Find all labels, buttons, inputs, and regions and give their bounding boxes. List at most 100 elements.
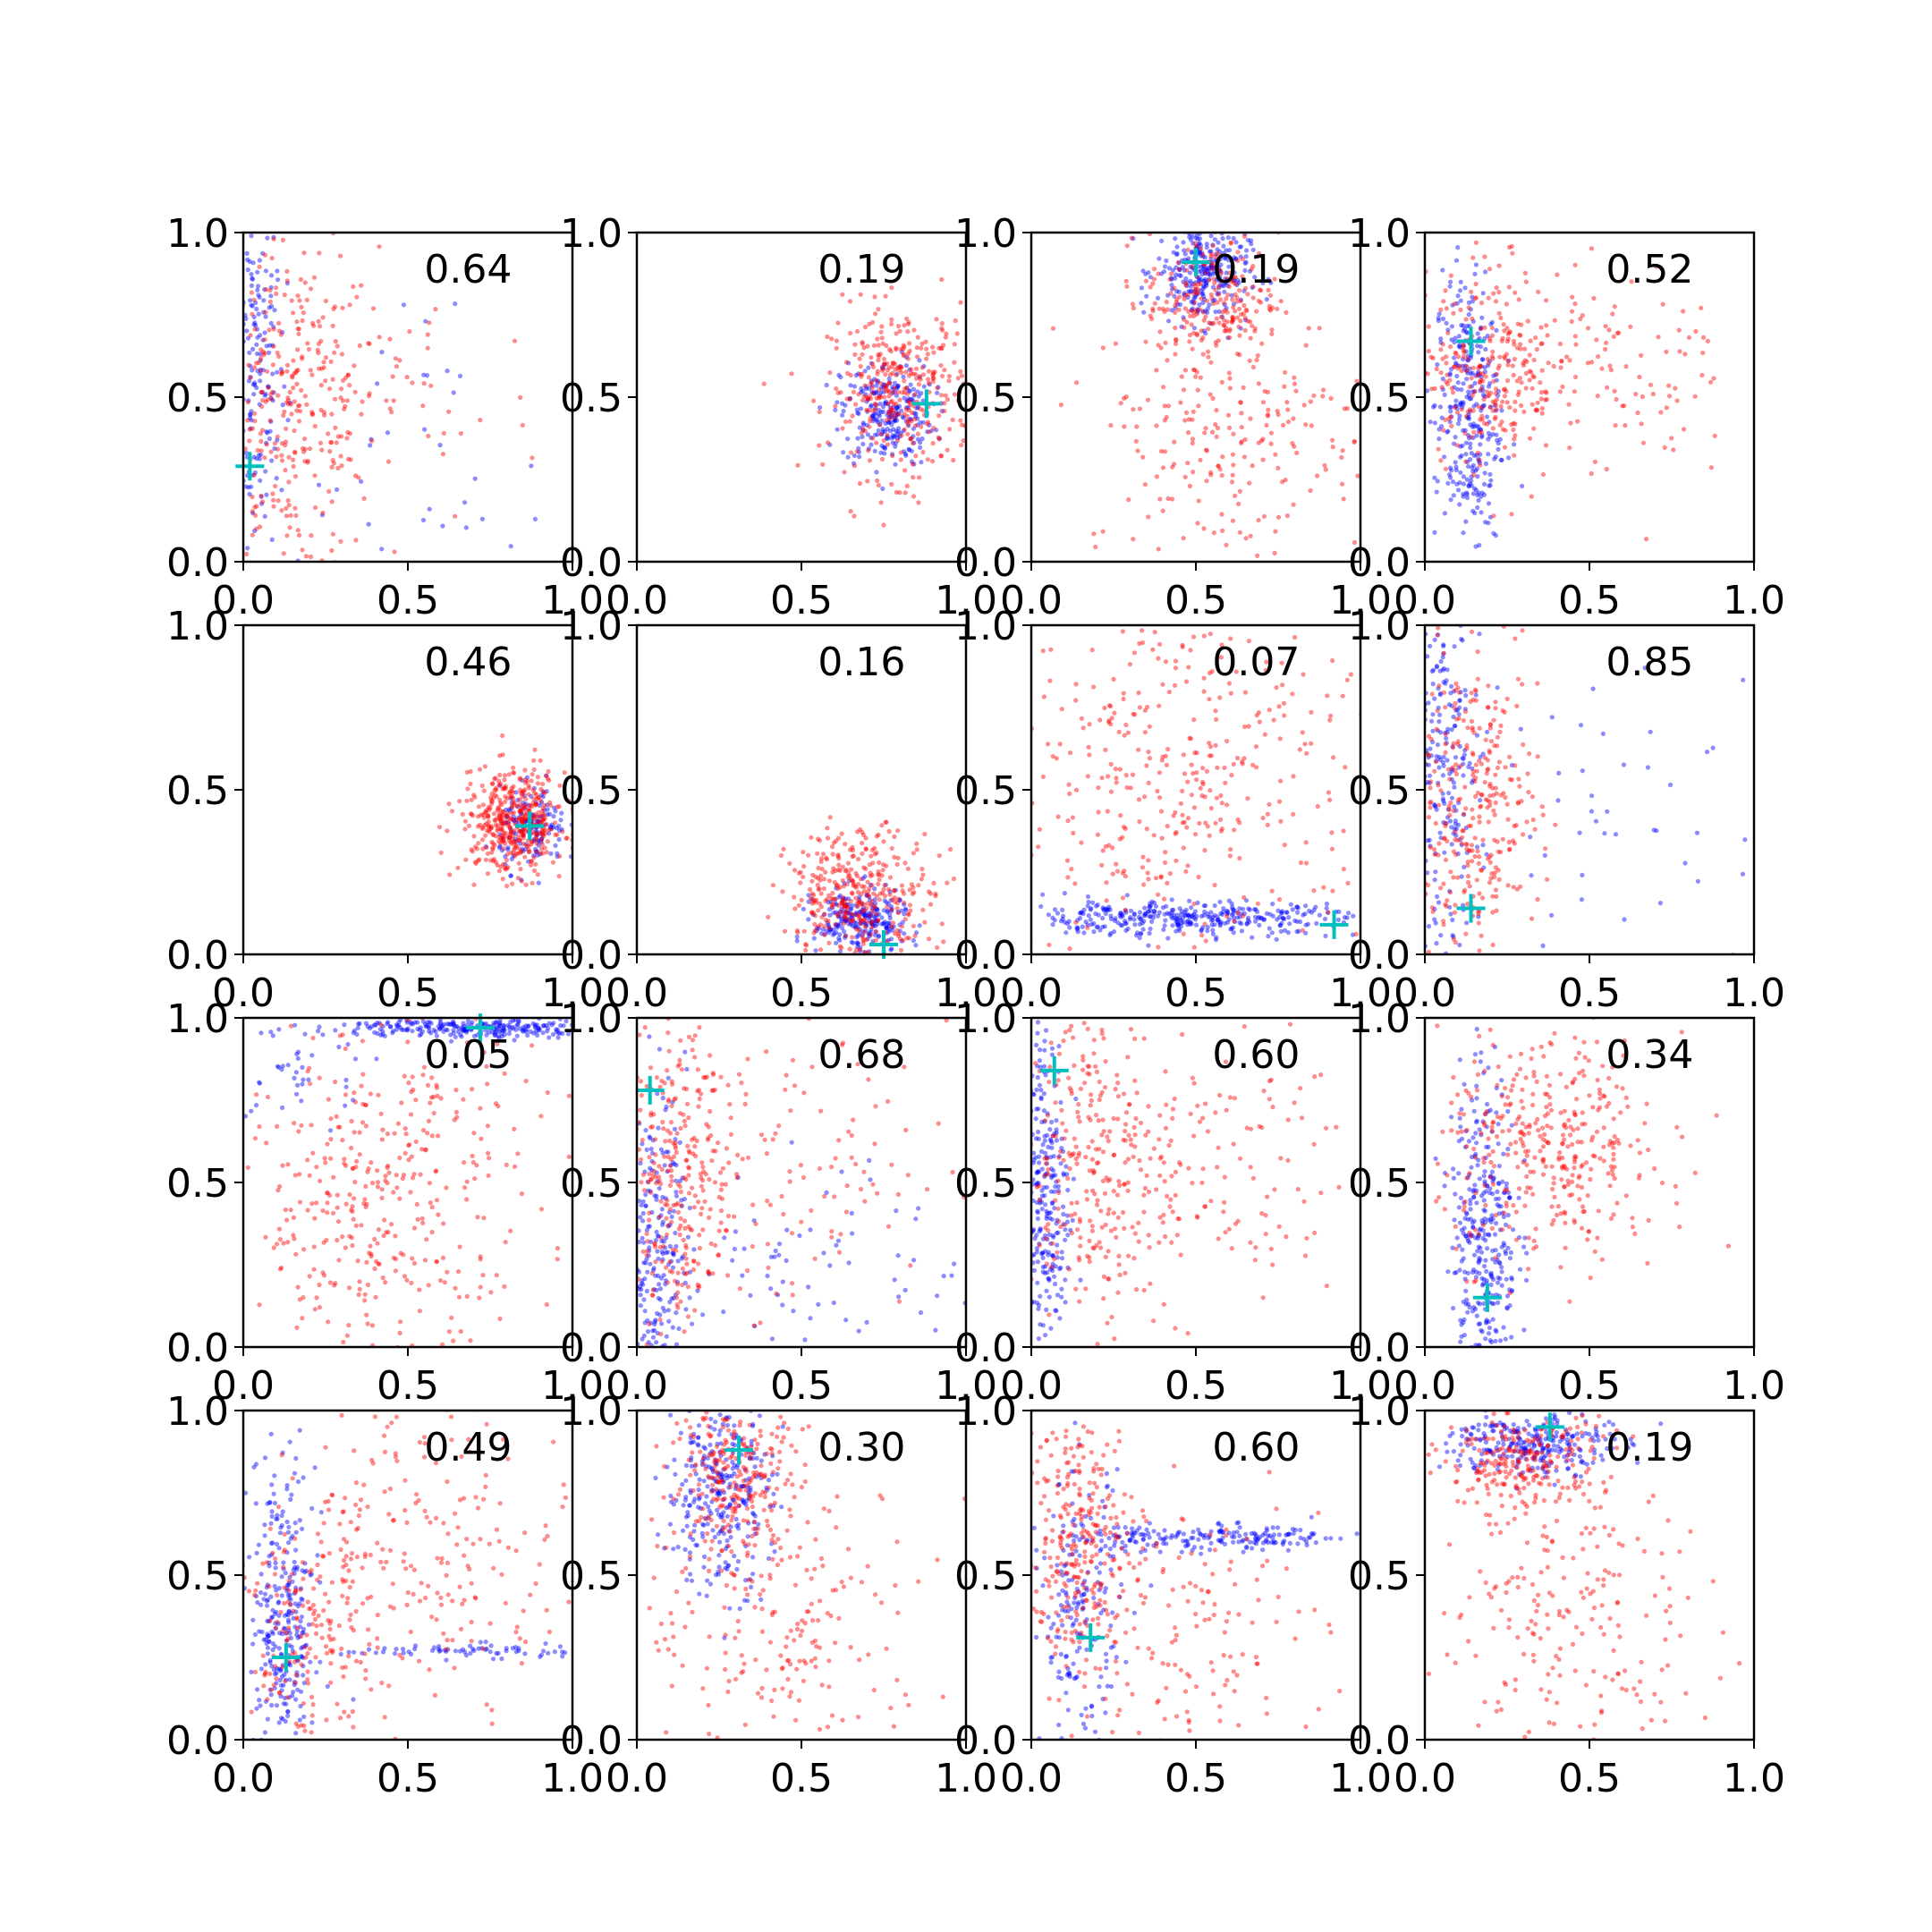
data-point	[1195, 236, 1200, 242]
subplot-8: 0.00.00.50.51.01.00.85	[1348, 604, 1785, 1016]
data-point	[501, 830, 507, 836]
data-point	[876, 869, 881, 875]
data-point	[1330, 445, 1335, 450]
data-point	[861, 949, 867, 954]
data-point	[1099, 862, 1105, 868]
data-point	[900, 919, 905, 925]
data-point	[1452, 804, 1457, 809]
data-point	[243, 484, 249, 489]
data-point	[889, 285, 894, 291]
data-point	[817, 409, 822, 415]
data-point	[511, 818, 517, 824]
data-point	[536, 795, 542, 801]
data-point	[1452, 784, 1457, 790]
data-point	[1473, 262, 1479, 267]
data-point	[1512, 436, 1517, 442]
data-point	[1197, 241, 1202, 246]
data-point	[500, 809, 505, 815]
data-point	[1174, 272, 1179, 277]
data-point	[1453, 351, 1459, 356]
data-point	[1455, 386, 1461, 392]
data-point	[799, 897, 804, 902]
data-point	[1278, 778, 1284, 784]
data-point	[1499, 408, 1504, 413]
data-point	[1100, 529, 1106, 534]
data-point	[1303, 343, 1309, 348]
data-point	[889, 422, 894, 428]
data-point	[1209, 259, 1215, 266]
data-point	[488, 795, 494, 801]
data-point	[520, 804, 525, 809]
data-point	[291, 358, 296, 363]
data-point	[842, 928, 847, 934]
data-point	[1470, 777, 1476, 784]
data-point	[1163, 850, 1168, 855]
data-point	[1046, 741, 1051, 747]
data-point	[860, 341, 865, 347]
data-point	[914, 847, 919, 852]
data-point	[1463, 317, 1469, 322]
data-point	[1162, 449, 1168, 454]
data-point	[1447, 404, 1453, 410]
data-point	[1482, 420, 1487, 426]
data-point	[512, 847, 517, 852]
data-point	[509, 788, 514, 794]
data-point	[1705, 750, 1710, 755]
data-point	[1533, 408, 1538, 413]
data-point	[1460, 443, 1465, 448]
data-point	[1200, 782, 1206, 787]
data-point	[505, 811, 511, 817]
data-point	[867, 894, 872, 900]
data-point	[1185, 919, 1191, 925]
data-point	[1466, 414, 1471, 420]
data-point	[1183, 869, 1189, 874]
data-point	[1163, 659, 1168, 665]
data-point	[888, 399, 894, 404]
data-point	[1436, 728, 1441, 733]
data-point	[850, 878, 856, 884]
data-point	[846, 921, 852, 927]
data-point	[889, 924, 894, 929]
data-point	[1175, 922, 1181, 928]
data-point	[930, 371, 936, 377]
data-point	[1230, 317, 1235, 322]
data-point	[1165, 358, 1170, 363]
data-point	[1453, 403, 1458, 409]
data-point	[506, 821, 512, 826]
data-point	[1673, 386, 1678, 391]
data-point	[886, 402, 891, 407]
data-point	[1190, 417, 1195, 422]
data-point	[548, 826, 554, 832]
data-point	[391, 398, 396, 403]
data-point	[879, 432, 885, 437]
data-point	[1651, 827, 1657, 833]
data-point	[244, 250, 250, 256]
data-point	[1227, 270, 1233, 275]
scatter-points	[1425, 240, 1717, 549]
data-point	[531, 853, 537, 859]
data-point	[422, 427, 428, 432]
data-point	[523, 882, 529, 887]
data-point	[511, 799, 516, 804]
data-point	[1469, 483, 1474, 488]
data-point	[1105, 908, 1110, 913]
data-point	[826, 924, 832, 929]
data-point	[1231, 915, 1236, 920]
data-point	[1511, 338, 1517, 344]
data-point	[850, 847, 856, 853]
data-point	[1435, 479, 1440, 484]
data-point	[1485, 758, 1490, 763]
data-point	[904, 386, 910, 391]
data-point	[1443, 741, 1448, 747]
data-point	[833, 901, 838, 906]
data-point	[1275, 411, 1281, 418]
data-point	[1231, 280, 1236, 285]
data-point	[847, 847, 853, 852]
data-point	[1131, 236, 1136, 242]
data-point	[877, 411, 882, 417]
data-point	[886, 388, 892, 394]
data-point	[1602, 831, 1607, 836]
data-point	[1435, 742, 1441, 748]
data-point	[1294, 904, 1301, 910]
data-point	[302, 459, 308, 464]
